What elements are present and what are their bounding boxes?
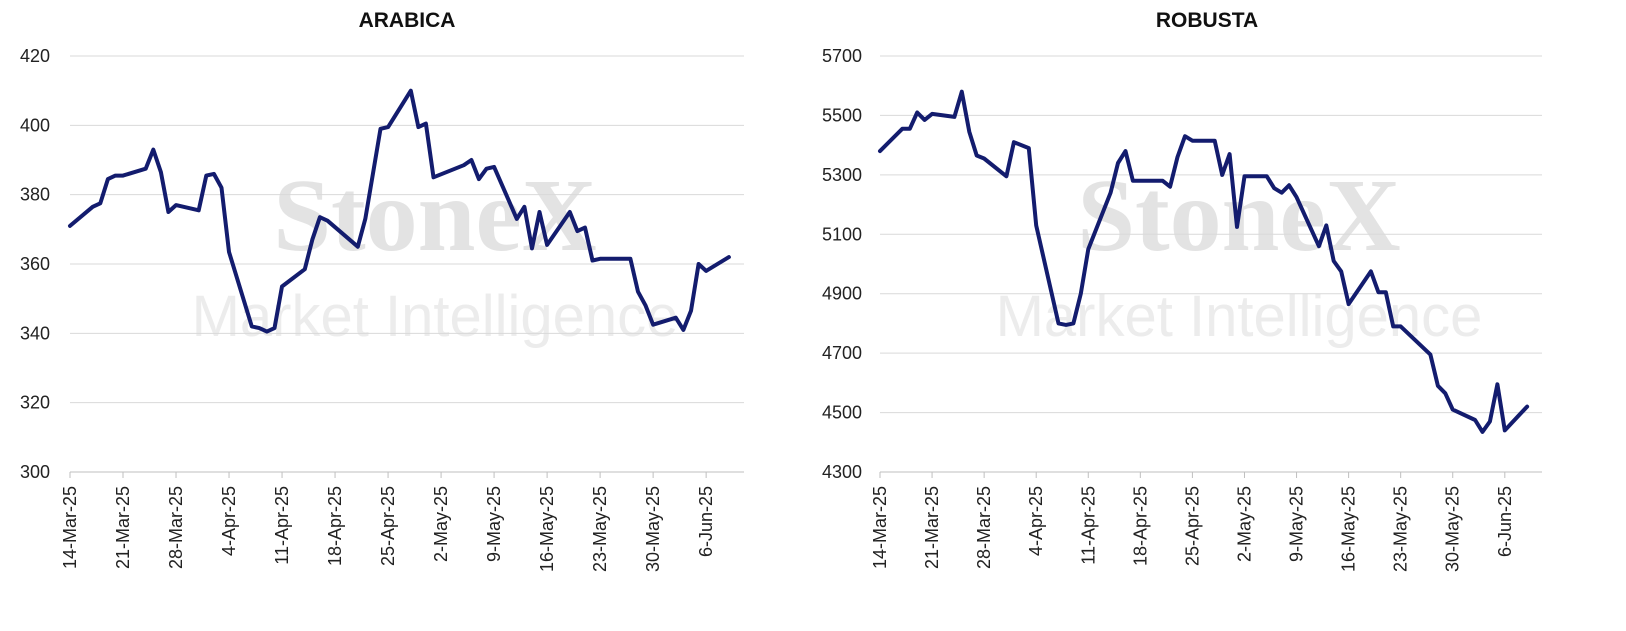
robusta-y-tick-label: 4700 <box>822 343 862 363</box>
arabica-x-tick-label: 18-Apr-25 <box>325 486 345 566</box>
arabica-y-tick-label: 360 <box>20 254 50 274</box>
robusta-x-tick-label: 6-Jun-25 <box>1495 486 1515 557</box>
robusta-y-tick-label: 4900 <box>822 284 862 304</box>
arabica-y-tick-label: 400 <box>20 115 50 135</box>
arabica-x-tick-label: 25-Apr-25 <box>378 486 398 566</box>
robusta-x-tick-label: 4-Apr-25 <box>1026 486 1046 556</box>
robusta-x-tick-label: 21-Mar-25 <box>922 486 942 569</box>
robusta-y-tick-label: 5300 <box>822 165 862 185</box>
arabica-x-tick-label: 28-Mar-25 <box>166 486 186 569</box>
robusta-y-tick-label: 4500 <box>822 403 862 423</box>
robusta-x-tick-label: 30-May-25 <box>1443 486 1463 572</box>
arabica-x-tick-label: 9-May-25 <box>484 486 504 562</box>
arabica-x-tick-label: 4-Apr-25 <box>219 486 239 556</box>
robusta-x-tick-label: 16-May-25 <box>1339 486 1359 572</box>
arabica-y-tick-label: 420 <box>20 46 50 66</box>
arabica-y-tick-label: 340 <box>20 323 50 343</box>
robusta-x-tick-label: 11-Apr-25 <box>1078 486 1098 565</box>
arabica-y-tick-label: 300 <box>20 462 50 482</box>
robusta-x-tick-label: 25-Apr-25 <box>1182 486 1202 566</box>
arabica-x-tick-label: 23-May-25 <box>590 486 610 572</box>
robusta-price-line <box>878 89 1530 434</box>
robusta-x-tick-label: 9-May-25 <box>1287 486 1307 562</box>
arabica-y-tick-label: 380 <box>20 185 50 205</box>
robusta-x-tick-label: 2-May-25 <box>1234 486 1254 562</box>
arabica-chart-title: ARABICA <box>359 9 456 32</box>
arabica-x-tick-label: 21-Mar-25 <box>113 486 133 569</box>
arabica-watermark-subtitle: Market Intelligence <box>192 284 679 349</box>
arabica-x-tick-label: 2-May-25 <box>431 486 451 562</box>
robusta-x-tick-label: 14-Mar-25 <box>870 486 890 569</box>
robusta-y-tick-label: 5700 <box>822 46 862 66</box>
arabica-x-tick-label: 30-May-25 <box>643 486 663 572</box>
robusta-y-tick-label: 5100 <box>822 224 862 244</box>
arabica-x-tick-label: 16-May-25 <box>537 486 557 572</box>
arabica-x-tick-label: 6-Jun-25 <box>696 486 716 557</box>
arabica-y-tick-label: 320 <box>20 393 50 413</box>
robusta-y-tick-label: 5500 <box>822 105 862 125</box>
robusta-x-tick-label: 23-May-25 <box>1391 486 1411 572</box>
robusta-chart-title: ROBUSTA <box>1156 9 1258 32</box>
arabica-x-tick-label: 11-Apr-25 <box>272 486 292 565</box>
robusta-x-tick-label: 28-Mar-25 <box>974 486 994 569</box>
arabica-price-line <box>68 88 731 334</box>
arabica-x-tick-label: 14-Mar-25 <box>60 486 80 569</box>
robusta-x-tick-label: 18-Apr-25 <box>1130 486 1150 566</box>
robusta-y-tick-label: 4300 <box>822 462 862 482</box>
